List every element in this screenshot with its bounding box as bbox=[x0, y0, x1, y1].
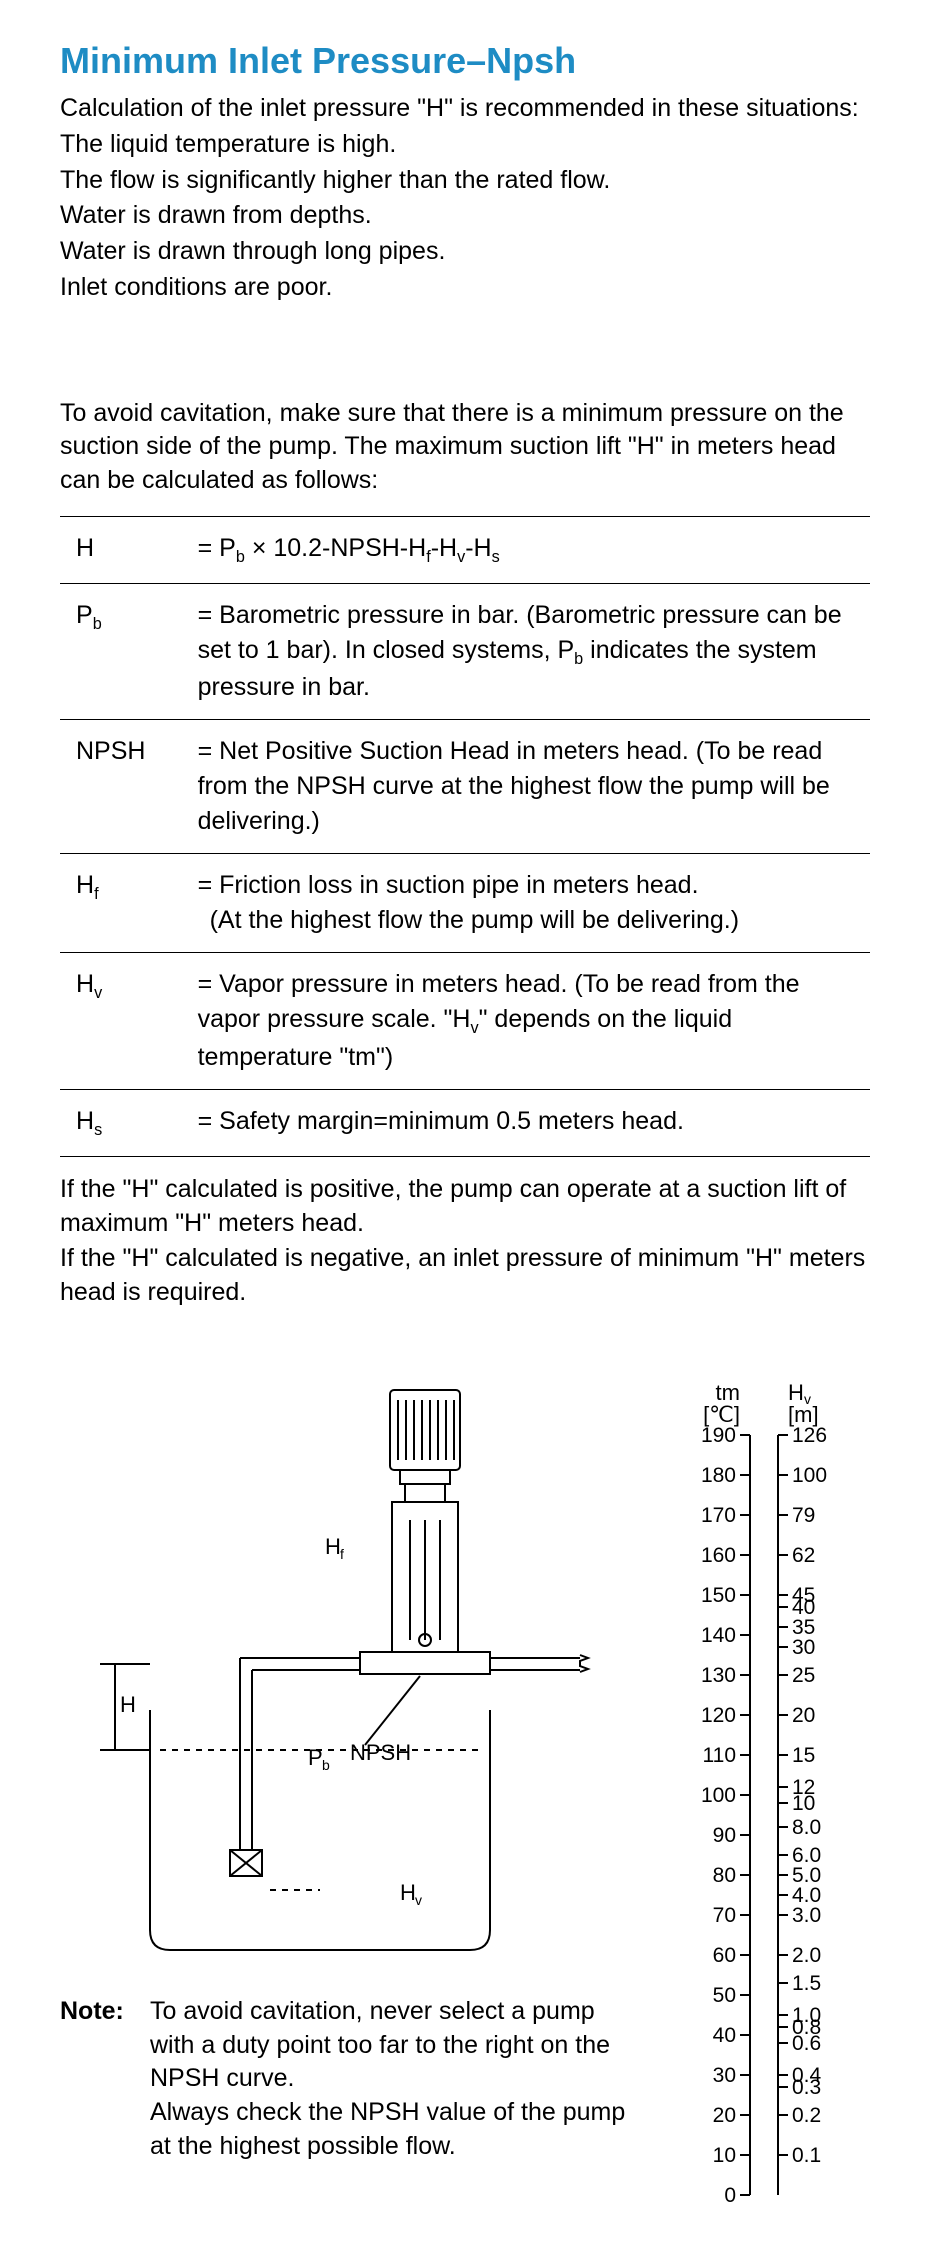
svg-text:30: 30 bbox=[792, 1636, 815, 1659]
intro-line: Water is drawn from depths. bbox=[60, 199, 870, 233]
svg-text:2.0: 2.0 bbox=[792, 1944, 821, 1967]
svg-text:170: 170 bbox=[701, 1504, 736, 1527]
def-val-line: = Friction loss in suction pipe in meter… bbox=[198, 871, 699, 899]
svg-text:10: 10 bbox=[792, 1792, 815, 1815]
pump-schematic: H Hf Pb NPSH Hv bbox=[60, 1380, 620, 1960]
svg-text:90: 90 bbox=[713, 1824, 736, 1847]
svg-text:v: v bbox=[415, 1892, 422, 1908]
def-val-line: (At the highest flow the pump will be de… bbox=[198, 906, 739, 934]
def-sym: Hs bbox=[60, 1090, 190, 1157]
vapor-pressure-scale: tm[℃]Hv[m]190180170160150140130120110100… bbox=[660, 1380, 870, 2205]
svg-text:190: 190 bbox=[701, 1424, 736, 1447]
svg-text:60: 60 bbox=[713, 1944, 736, 1967]
svg-text:130: 130 bbox=[701, 1664, 736, 1687]
def-sym: NPSH bbox=[60, 720, 190, 854]
svg-text:100: 100 bbox=[792, 1464, 827, 1487]
svg-text:10: 10 bbox=[713, 2144, 736, 2167]
svg-text:NPSH: NPSH bbox=[350, 1740, 411, 1765]
svg-text:f: f bbox=[340, 1546, 344, 1562]
svg-text:62: 62 bbox=[792, 1544, 815, 1567]
svg-text:110: 110 bbox=[703, 1744, 736, 1767]
note-text: To avoid cavitation, never select a pump… bbox=[150, 1995, 640, 2164]
svg-text:126: 126 bbox=[792, 1424, 827, 1447]
svg-text:20: 20 bbox=[713, 2104, 736, 2127]
page-title: Minimum Inlet Pressure–Npsh bbox=[60, 40, 870, 82]
intro-line: The flow is significantly higher than th… bbox=[60, 164, 870, 198]
svg-text:140: 140 bbox=[701, 1624, 736, 1647]
svg-text:0.1: 0.1 bbox=[792, 2144, 821, 2167]
svg-text:50: 50 bbox=[713, 1984, 736, 2007]
def-val: = Vapor pressure in meters head. (To be … bbox=[190, 953, 870, 1090]
svg-text:40: 40 bbox=[713, 2024, 736, 2047]
def-val: = Net Positive Suction Head in meters he… bbox=[190, 720, 870, 854]
def-sym: Hv bbox=[60, 953, 190, 1090]
intro-line: Calculation of the inlet pressure "H" is… bbox=[60, 92, 870, 126]
svg-text:20: 20 bbox=[792, 1704, 815, 1727]
svg-text:0: 0 bbox=[724, 2184, 736, 2205]
svg-text:8.0: 8.0 bbox=[792, 1816, 821, 1839]
svg-text:3.0: 3.0 bbox=[792, 1904, 821, 1927]
svg-text:30: 30 bbox=[713, 2064, 736, 2087]
svg-text:0.3: 0.3 bbox=[792, 2076, 821, 2099]
intro-block: Calculation of the inlet pressure "H" is… bbox=[60, 92, 870, 305]
definitions-table: H = Pb × 10.2-NPSH-Hf-Hv-Hs Pb = Baromet… bbox=[60, 516, 870, 1157]
svg-text:25: 25 bbox=[792, 1664, 815, 1687]
svg-text:120: 120 bbox=[701, 1704, 736, 1727]
svg-text:79: 79 bbox=[792, 1504, 815, 1527]
svg-text:150: 150 bbox=[701, 1584, 736, 1607]
intro-line: Inlet conditions are poor. bbox=[60, 271, 870, 305]
def-sym: Hf bbox=[60, 854, 190, 953]
svg-text:0.2: 0.2 bbox=[792, 2104, 821, 2127]
svg-text:b: b bbox=[322, 1757, 330, 1773]
svg-text:H: H bbox=[120, 1692, 136, 1717]
para-text: If the "H" calculated is positive, the p… bbox=[60, 1173, 870, 1241]
svg-text:160: 160 bbox=[701, 1544, 736, 1567]
svg-text:100: 100 bbox=[701, 1784, 736, 1807]
intro-line: Water is drawn through long pipes. bbox=[60, 235, 870, 269]
svg-text:H: H bbox=[325, 1534, 341, 1559]
def-val: = Safety margin=minimum 0.5 meters head. bbox=[190, 1090, 870, 1157]
svg-text:1.5: 1.5 bbox=[792, 1972, 821, 1995]
def-sym: H bbox=[60, 516, 190, 583]
svg-text:0.6: 0.6 bbox=[792, 2032, 821, 2055]
result-para: If the "H" calculated is positive, the p… bbox=[60, 1173, 870, 1310]
svg-text:70: 70 bbox=[713, 1904, 736, 1927]
svg-text:P: P bbox=[308, 1745, 323, 1770]
def-val: = Barometric pressure in bar. (Barometri… bbox=[190, 583, 870, 720]
svg-text:80: 80 bbox=[713, 1864, 736, 1887]
intro-line: The liquid temperature is high. bbox=[60, 128, 870, 162]
para-text: If the "H" calculated is negative, an in… bbox=[60, 1242, 870, 1310]
note-block: Note: To avoid cavitation, never select … bbox=[60, 1995, 640, 2164]
cavitation-para: To avoid cavitation, make sure that ther… bbox=[60, 397, 870, 498]
note-label: Note: bbox=[60, 1995, 150, 2164]
def-val: = Pb × 10.2-NPSH-Hf-Hv-Hs bbox=[190, 516, 870, 583]
svg-text:15: 15 bbox=[792, 1744, 815, 1767]
svg-text:H: H bbox=[400, 1880, 416, 1905]
def-val: = Friction loss in suction pipe in meter… bbox=[190, 854, 870, 953]
para-text: To avoid cavitation, make sure that ther… bbox=[60, 397, 870, 498]
svg-text:180: 180 bbox=[701, 1464, 736, 1487]
def-sym: Pb bbox=[60, 583, 190, 720]
